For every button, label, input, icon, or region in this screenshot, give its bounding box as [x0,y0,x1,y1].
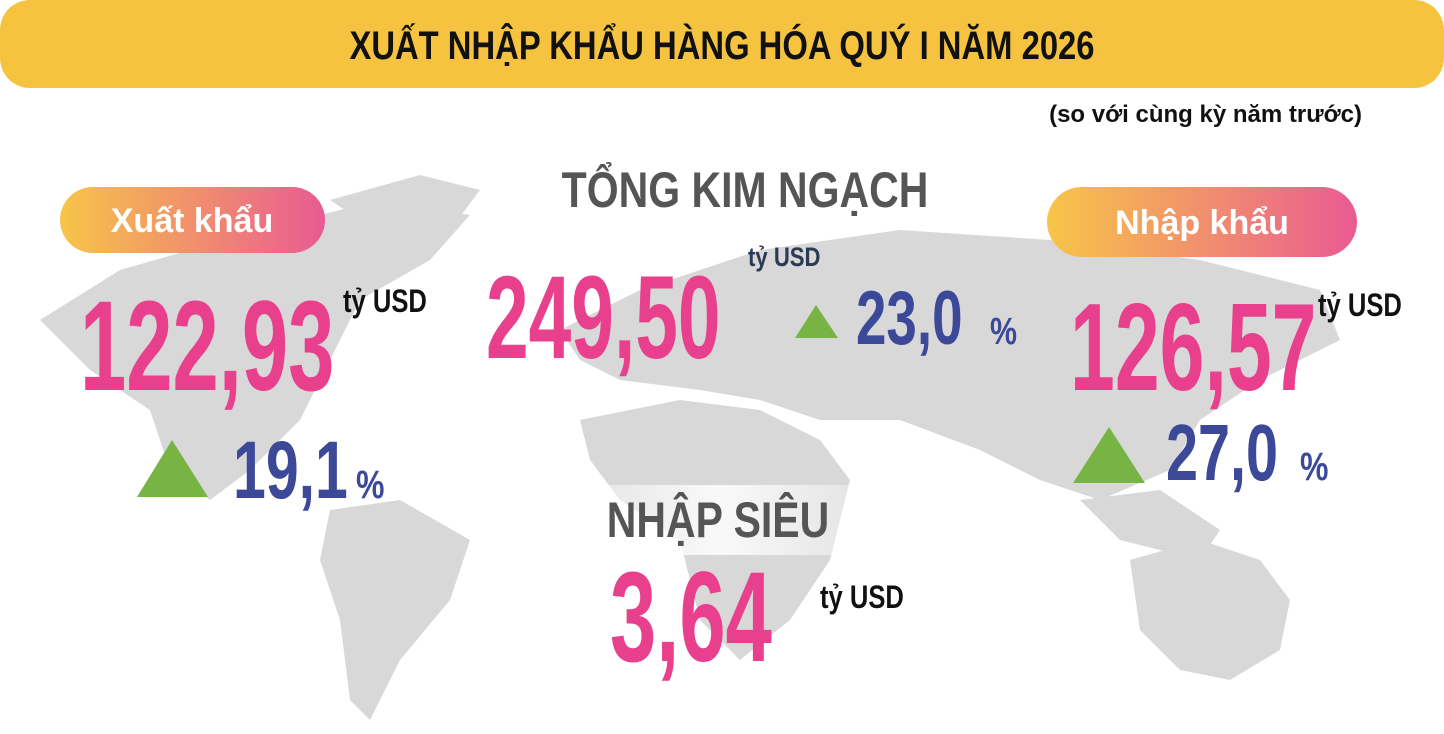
title: XUẤT NHẬP KHẨU HÀNG HÓA QUÝ I NĂM 2026 [349,22,1094,68]
export-label: Xuất khẩu [111,202,273,240]
import-pill [1047,187,1357,257]
import-unit: tỷ USD [1318,288,1402,323]
up-arrow [137,440,208,497]
title-bar [0,0,1444,88]
total-label: TỔNG KIM NGẠCH [562,161,929,218]
heading-band [490,150,990,220]
export-pill [60,187,325,253]
deficit-value: 3,64 [610,545,772,688]
up-arrow [795,305,838,338]
total-change: 23,0 [856,276,963,361]
total-value: 249,50 [486,252,721,384]
import-change-unit: % [1300,444,1328,489]
import-value: 126,57 [1070,279,1317,418]
deficit-label: NHẬP SIÊU [607,491,830,548]
export-value: 122,93 [80,274,334,417]
import-label: Nhập khẩu [1115,204,1289,242]
heading-band [500,485,940,555]
total-change-unit: % [990,311,1017,353]
subtitle: (so với cùng kỳ năm trước) [1049,101,1362,128]
up-arrow [1073,427,1145,483]
export-unit: tỷ USD [343,284,427,319]
total-unit: tỷ USD [748,243,821,273]
deficit-unit: tỷ USD [820,580,904,615]
export-change-unit: % [356,462,384,507]
import-change: 27,0 [1166,408,1278,498]
export-change: 19,1 [233,425,348,517]
